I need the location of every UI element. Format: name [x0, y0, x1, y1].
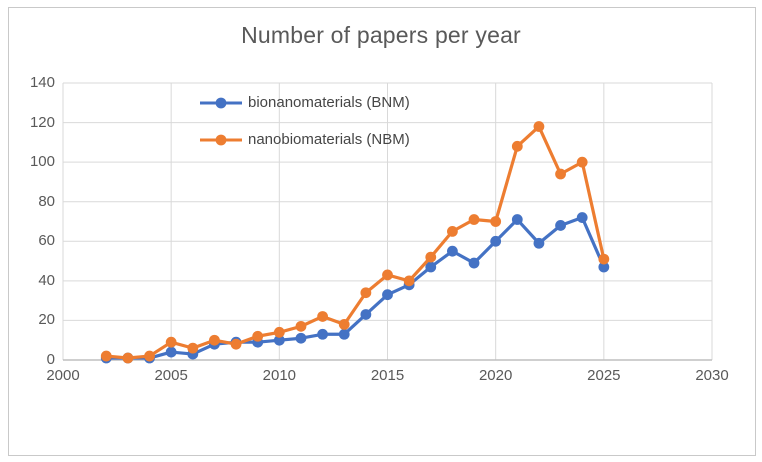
data-point-nbm — [403, 275, 415, 287]
data-point-bnm — [555, 220, 566, 231]
y-axis-tick-label: 60 — [38, 232, 55, 250]
data-point-bnm — [338, 328, 350, 340]
data-point-nbm — [144, 350, 155, 362]
data-point-bnm — [165, 346, 177, 358]
data-point-bnm — [317, 328, 328, 340]
x-axis-tick-label: 2015 — [370, 367, 405, 384]
data-point-nbm — [360, 287, 372, 299]
data-point-nbm — [533, 121, 545, 132]
x-axis-tick-label: 2000 — [46, 367, 80, 384]
bnm-series-marker-icon — [200, 97, 242, 108]
data-point-nbm — [425, 251, 437, 263]
y-axis-tick-label: 20 — [38, 311, 55, 329]
legend: bionanomaterials (BNM) nanobiomaterials … — [199, 92, 410, 150]
x-axis-tick-label: 2020 — [478, 367, 513, 384]
y-axis-tick-label: 0 — [46, 351, 55, 368]
data-point-nbm — [252, 330, 264, 342]
legend-label-nbm: nanobiomaterials (NBM) — [248, 131, 410, 148]
series-line-bnm — [106, 215, 606, 360]
data-point-nbm — [100, 350, 112, 362]
data-point-nbm — [511, 140, 523, 152]
legend-item-nbm: nanobiomaterials (NBM) — [199, 129, 410, 150]
x-axis-tick-label: 2030 — [695, 367, 729, 384]
x-axis-tick-label: 2010 — [262, 367, 297, 384]
legend-item-bnm: bionanomaterials (BNM) — [199, 92, 410, 113]
nbm-series-marker-icon — [200, 134, 242, 145]
data-point-nbm — [555, 168, 566, 180]
data-point-bnm — [511, 214, 523, 225]
data-point-bnm — [598, 261, 610, 273]
data-point-nbm — [230, 338, 242, 350]
data-point-nbm — [273, 326, 285, 338]
data-point-bnm — [360, 309, 372, 320]
data-point-nbm — [576, 156, 588, 168]
y-axis-tick-label: 40 — [38, 271, 55, 289]
data-point-bnm — [533, 237, 545, 249]
data-point-nbm — [122, 352, 134, 364]
data-point-bnm — [295, 332, 307, 344]
y-axis-tick-label: 80 — [38, 192, 55, 210]
data-point-nbm — [382, 269, 393, 281]
data-point-bnm — [490, 235, 502, 247]
y-axis-tick-label: 140 — [29, 74, 55, 91]
x-axis-tick-label: 2005 — [154, 367, 188, 384]
data-point-bnm — [425, 261, 437, 273]
data-point-bnm — [576, 212, 588, 223]
data-point-nbm — [295, 320, 307, 332]
data-point-bnm — [468, 257, 480, 269]
x-axis-tick-label: 2025 — [587, 367, 621, 384]
data-point-nbm — [447, 225, 458, 237]
data-point-bnm — [273, 334, 285, 346]
data-point-bnm — [382, 289, 393, 301]
y-axis-tick-label: 120 — [29, 113, 55, 131]
chart-frame — [8, 7, 756, 456]
data-point-nbm — [187, 342, 199, 354]
data-point-nbm — [338, 318, 350, 330]
data-point-nbm — [468, 214, 480, 225]
data-point-nbm — [165, 336, 177, 348]
chart-title: Number of papers per year — [241, 22, 521, 48]
data-point-nbm — [209, 334, 220, 346]
legend-label-bnm: bionanomaterials (BNM) — [248, 94, 410, 111]
data-point-bnm — [447, 245, 458, 257]
data-point-nbm — [490, 216, 502, 227]
y-axis-tick-label: 100 — [29, 153, 55, 171]
data-point-nbm — [598, 253, 610, 265]
data-point-nbm — [317, 311, 328, 322]
